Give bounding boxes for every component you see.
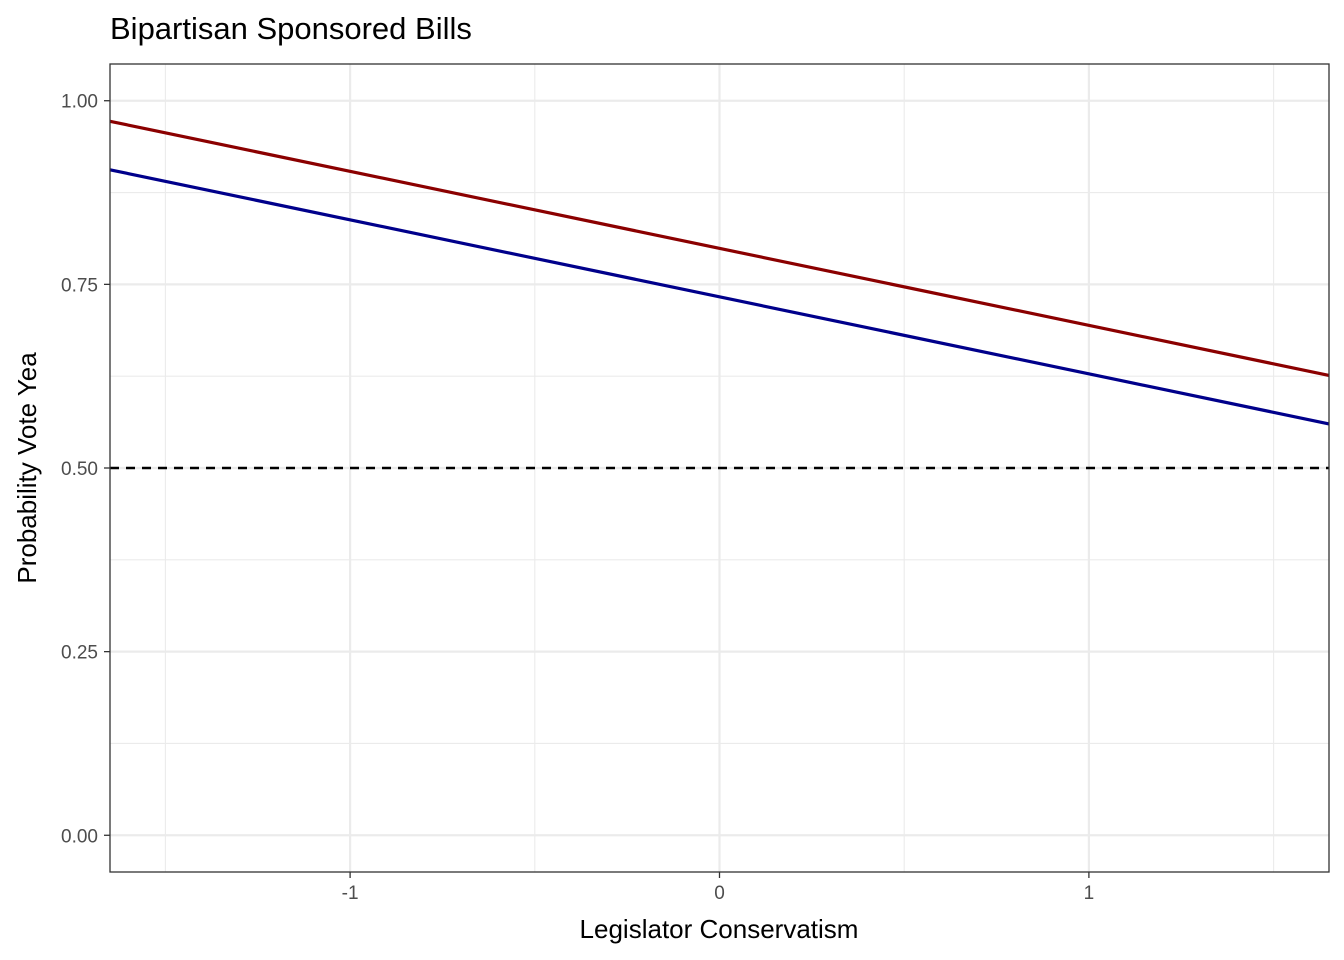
y-tick-label: 0.00 xyxy=(61,826,98,847)
series-line-2 xyxy=(109,168,1330,426)
plot-panel xyxy=(109,63,1330,873)
x-axis-title: Legislator Conservatism xyxy=(580,914,859,944)
y-axis-title: Probability Vote Yea xyxy=(12,352,42,584)
series-line-1 xyxy=(109,119,1330,377)
x-tick-label: 0 xyxy=(714,883,725,904)
chart-title: Bipartisan Sponsored Bills xyxy=(110,11,472,46)
y-tick-label: 1.00 xyxy=(61,92,98,113)
y-tick-label: 0.25 xyxy=(61,643,98,664)
x-tick-label: -1 xyxy=(342,883,359,904)
y-tick-label: 0.75 xyxy=(61,275,98,296)
y-tick-label: 0.50 xyxy=(61,459,98,480)
x-tick-label: 1 xyxy=(1084,883,1095,904)
